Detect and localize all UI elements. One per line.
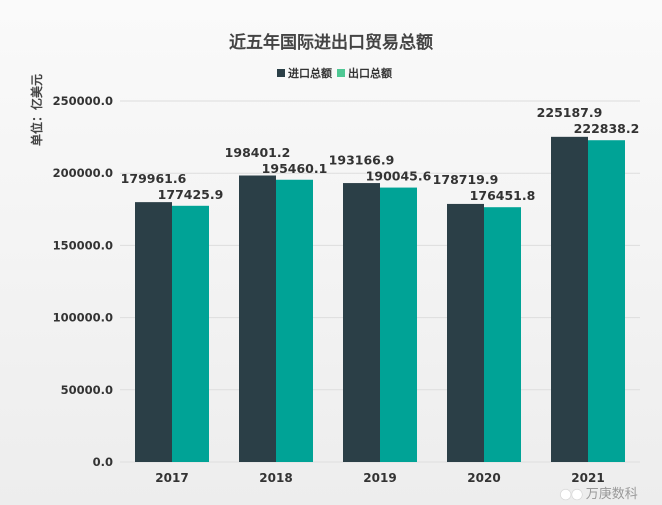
- data-label: 177425.9: [158, 187, 224, 202]
- legend-swatch: [337, 69, 345, 77]
- bar-export: [588, 140, 625, 463]
- bar-export: [484, 207, 521, 462]
- data-label: 198401.2: [225, 145, 291, 160]
- bar-import: [343, 183, 380, 462]
- bar-export: [380, 187, 417, 462]
- data-label: 179961.6: [121, 171, 187, 186]
- legend-swatch: [277, 69, 285, 77]
- data-label: 193166.9: [329, 153, 395, 168]
- x-tick-label: 2018: [259, 471, 292, 485]
- data-label: 190045.6: [366, 169, 432, 184]
- bar-import: [551, 136, 588, 462]
- y-tick-label: 150000.0: [53, 238, 113, 252]
- bar-import: [447, 203, 484, 462]
- data-label: 176451.8: [470, 188, 536, 203]
- y-tick-label: 100000.0: [53, 311, 113, 325]
- bar-export: [172, 205, 209, 462]
- data-label: 222838.2: [574, 121, 640, 136]
- x-tick-label: 2021: [571, 471, 604, 485]
- data-label: 225187.9: [537, 105, 603, 120]
- bar-export: [276, 179, 313, 462]
- bar-import: [135, 202, 172, 463]
- y-tick-label: 0.0: [93, 455, 113, 469]
- x-tick-label: 2017: [155, 471, 188, 485]
- chart-title: 近五年国际进出口贸易总额: [229, 32, 433, 53]
- data-label: 178719.9: [433, 172, 499, 187]
- y-tick-label: 250000.0: [53, 94, 113, 108]
- y-tick-label: 50000.0: [61, 383, 113, 397]
- x-tick-label: 2019: [363, 471, 396, 485]
- watermark: ●● 万庚数科: [560, 487, 638, 502]
- y-axis-label: 单位：亿美元: [29, 74, 44, 146]
- bar-import: [239, 175, 276, 462]
- legend-label: 出口总额: [348, 66, 392, 80]
- y-tick-label: 200000.0: [53, 166, 113, 180]
- data-label: 195460.1: [262, 161, 328, 176]
- legend-label: 进口总额: [288, 66, 332, 80]
- x-tick-label: 2020: [467, 471, 500, 485]
- wechat-icon: ●●: [560, 487, 583, 502]
